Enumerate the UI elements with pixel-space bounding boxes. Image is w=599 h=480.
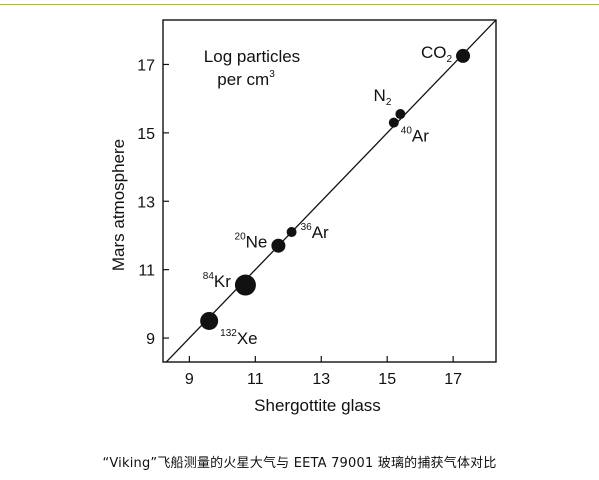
point-label-84kr: 84Kr: [203, 271, 231, 291]
data-point-36ar: [286, 227, 297, 238]
x-axis-label: Shergottite glass: [254, 396, 381, 415]
point-label-132xe: 132Xe: [220, 328, 257, 348]
point-label-co2: CO2: [421, 43, 453, 65]
x-tick-label: 11: [247, 371, 264, 388]
y-tick-label: 11: [138, 263, 155, 280]
x-tick-label: 15: [378, 371, 396, 388]
data-point-20ne: [271, 238, 286, 253]
data-point-132xe: [200, 311, 219, 330]
trend-line: [165, 20, 496, 362]
point-label-20ne: 20Ne: [235, 232, 268, 252]
y-tick-label: 13: [137, 194, 155, 211]
x-tick-label: 9: [185, 371, 194, 388]
top-rule-divider: [0, 4, 599, 5]
y-tick-label: 9: [146, 331, 155, 348]
annotation-line1: Log particles: [204, 47, 300, 66]
point-label-n2: N2: [374, 86, 392, 108]
figure-caption: “Viking”飞船测量的火星大气与 EETA 79001 玻璃的捕获气体对比: [102, 456, 497, 471]
x-tick-label: 17: [444, 371, 462, 388]
data-point-84kr: [234, 274, 256, 296]
scatter-chart: 9 11 13 15 17 9 11 13 15 17 Shergottite glass Mars …: [109, 19, 497, 415]
y-axis-label: Mars atmosphere: [109, 139, 128, 271]
point-label-40ar: 40Ar: [401, 126, 429, 146]
data-point-co2: [456, 48, 471, 63]
y-tick-label: 15: [137, 126, 155, 143]
point-label-36ar: 36Ar: [301, 222, 329, 242]
data-point-40ar: [388, 117, 399, 128]
annotation-line2: per cm3: [217, 69, 275, 89]
x-tick-label: 13: [312, 371, 330, 388]
data-point-n2: [395, 109, 406, 120]
y-tick-label: 17: [137, 57, 155, 74]
plot-frame: [162, 19, 497, 363]
